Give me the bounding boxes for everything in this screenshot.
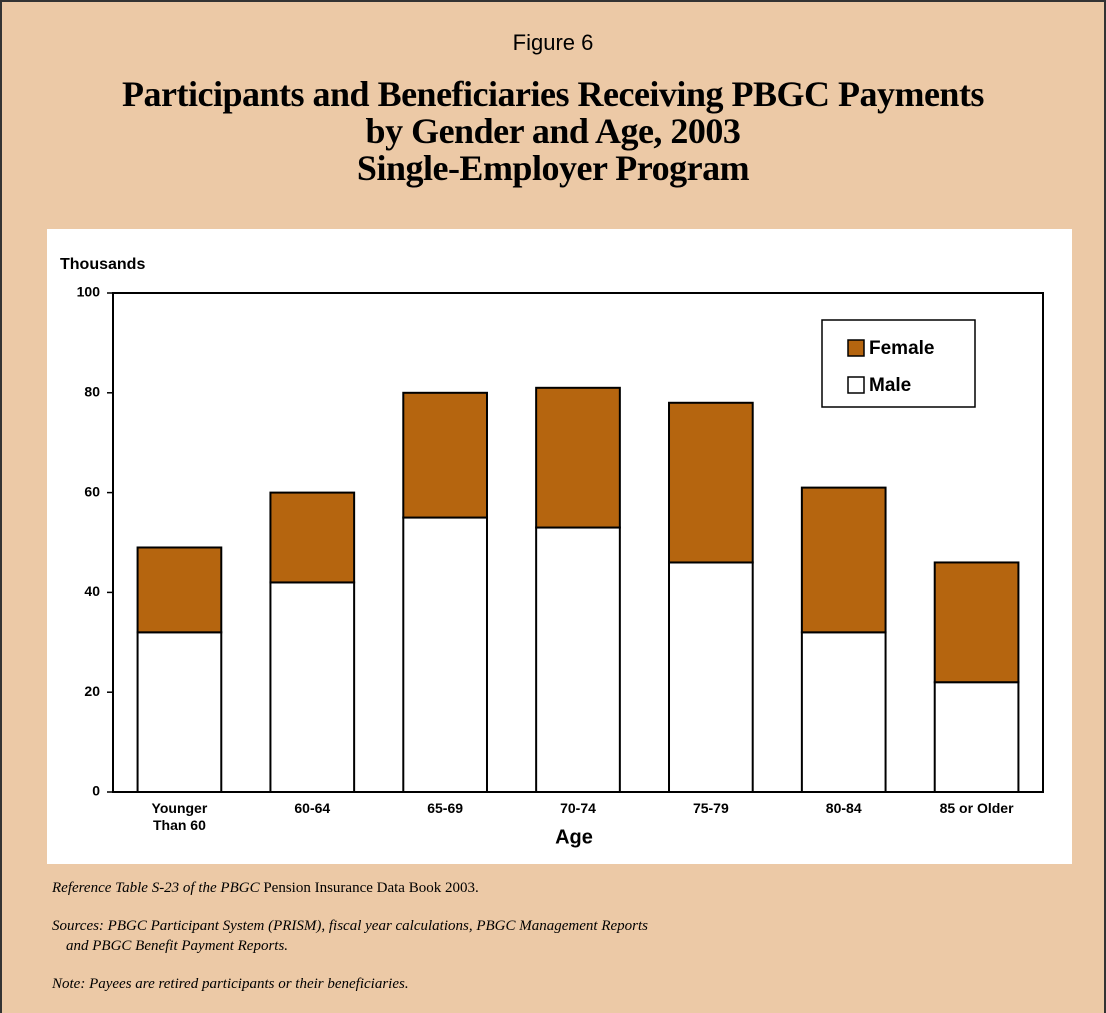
y-tick-label: 0 bbox=[92, 783, 100, 799]
legend-label: Male bbox=[869, 375, 911, 396]
legend-swatch bbox=[847, 339, 865, 357]
bar-segment bbox=[933, 561, 1020, 684]
title-line: by Gender and Age, 2003 bbox=[365, 111, 741, 151]
footnote-note: Note: Payees are retired participants or… bbox=[52, 976, 409, 992]
bar-segment bbox=[402, 516, 488, 793]
title-line: Participants and Beneficiaries Receiving… bbox=[122, 74, 984, 114]
x-tick-label: 80-84 bbox=[825, 800, 862, 816]
legend-swatch bbox=[847, 376, 865, 394]
figure-label: Figure 6 bbox=[512, 30, 594, 55]
y-tick-label: 100 bbox=[77, 284, 101, 300]
bar-segment bbox=[402, 391, 488, 519]
reference-text: Reference Table S-23 of the PBGC bbox=[52, 880, 260, 896]
bar-segment bbox=[269, 581, 356, 793]
bar-segment bbox=[800, 486, 887, 634]
y-tick-label: 20 bbox=[84, 683, 100, 699]
x-tick-label: 60-64 bbox=[294, 800, 331, 816]
y-tick-label: 40 bbox=[84, 583, 100, 599]
footnote-sources: and PBGC Benefit Payment Reports. bbox=[66, 938, 289, 954]
bar-segment bbox=[269, 491, 356, 584]
x-axis-label: Age bbox=[555, 826, 593, 848]
reference-book: Pension Insurance Data Book 2003. bbox=[263, 880, 479, 896]
bar-segment bbox=[535, 526, 621, 794]
footnote-reference: Reference Table S-23 of the PBGC Pension… bbox=[52, 880, 479, 897]
bar-segment bbox=[800, 631, 887, 793]
footnote-sources: Sources: PBGC Participant System (PRISM)… bbox=[52, 918, 648, 934]
y-tick-label: 60 bbox=[84, 483, 100, 499]
legend-label: Female bbox=[869, 338, 934, 359]
bar-segment bbox=[136, 546, 223, 634]
x-tick-label: Younger Than 60 bbox=[151, 800, 208, 833]
x-tick-label: 75-79 bbox=[692, 800, 729, 816]
x-tick-label: 70-74 bbox=[560, 800, 596, 816]
y-tick-label: 80 bbox=[84, 384, 100, 400]
bar-segment bbox=[933, 681, 1020, 793]
bar-segment bbox=[668, 401, 754, 564]
x-tick-label: 65-69 bbox=[427, 800, 464, 816]
x-tick-label: 85 or Older bbox=[939, 800, 1014, 816]
y-axis-label: Thousands bbox=[60, 256, 145, 273]
title-line: Single-Employer Program bbox=[356, 148, 750, 188]
bar-segment bbox=[668, 561, 754, 794]
bar-segment bbox=[136, 631, 223, 793]
bar-segment bbox=[535, 386, 621, 529]
